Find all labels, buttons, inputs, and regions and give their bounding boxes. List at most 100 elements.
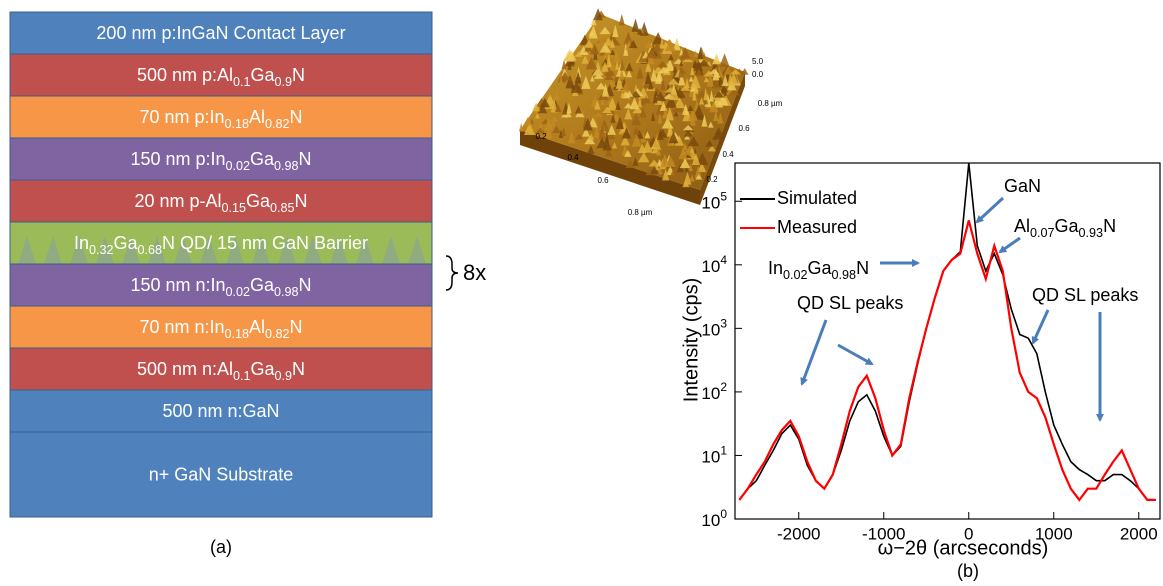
y-tick-label: 105 bbox=[701, 189, 727, 212]
caption-b: (b) bbox=[957, 561, 979, 581]
text-part: N bbox=[295, 191, 308, 211]
subscript: 0.02 bbox=[226, 285, 251, 299]
afm-y-label: 0.4 bbox=[722, 150, 734, 159]
text-part: Ga bbox=[808, 258, 833, 278]
text-part: Ga bbox=[251, 65, 276, 85]
subscript: 0.32 bbox=[89, 243, 114, 257]
text-part: Ga bbox=[251, 359, 276, 379]
afm-x-label: 0.2 bbox=[535, 132, 547, 141]
annotation-arrow bbox=[838, 345, 872, 364]
subscript: 0.85 bbox=[270, 201, 295, 215]
text-part: 70 nm p:In bbox=[139, 107, 224, 127]
text-part: Ga bbox=[1055, 216, 1080, 236]
text-part: 200 nm p:InGaN Contact Layer bbox=[96, 23, 345, 43]
subscript: 0.98 bbox=[274, 285, 299, 299]
y-axis-label: Intensity (cps) bbox=[680, 278, 702, 402]
text-part: Ga bbox=[113, 233, 138, 253]
legend-label: Simulated bbox=[777, 188, 857, 208]
afm-z-label: 0.0 bbox=[752, 70, 764, 79]
text-part: 500 nm p:Al bbox=[137, 65, 233, 85]
text-part: Ga bbox=[246, 191, 271, 211]
subscript: 0.68 bbox=[137, 243, 162, 257]
annotation: GaN bbox=[1004, 176, 1041, 196]
annotation: QD SL peaks bbox=[797, 293, 903, 313]
layer-label: 500 nm n:GaN bbox=[162, 401, 279, 421]
annotation: Al0.07Ga0.93N bbox=[1014, 216, 1116, 241]
repeat-label: 8x bbox=[463, 260, 486, 285]
layer-label: 200 nm p:InGaN Contact Layer bbox=[96, 23, 345, 43]
text-part: QD SL peaks bbox=[1032, 285, 1138, 305]
y-tick-exp: 0 bbox=[720, 507, 727, 521]
subscript: 0.02 bbox=[226, 159, 251, 173]
y-tick-label: 100 bbox=[701, 507, 727, 530]
y-tick-base: 10 bbox=[701, 384, 720, 403]
text-part: 70 nm n:In bbox=[139, 317, 224, 337]
afm-y-label: 0.2 bbox=[706, 175, 718, 184]
y-tick-exp: 3 bbox=[720, 317, 727, 331]
data-line bbox=[739, 163, 1156, 500]
subscript: 0.18 bbox=[225, 117, 250, 131]
x-tick-label: -2000 bbox=[777, 524, 820, 543]
y-tick-exp: 5 bbox=[720, 189, 727, 203]
text-part: In bbox=[768, 258, 783, 278]
subscript: 0.18 bbox=[225, 327, 250, 341]
subscript: 0.02 bbox=[783, 268, 808, 282]
text-part: Al bbox=[249, 107, 265, 127]
y-tick-label: 104 bbox=[701, 253, 727, 276]
brace bbox=[446, 256, 458, 290]
annotation-arrow bbox=[1000, 238, 1020, 252]
text-part: N bbox=[856, 258, 869, 278]
y-tick-base: 10 bbox=[701, 321, 720, 340]
layer-label: n+ GaN Substrate bbox=[149, 464, 294, 484]
x-tick-label: -1000 bbox=[862, 524, 905, 543]
afm-y-label: 0.8 µm bbox=[758, 99, 783, 108]
text-part: 20 nm p-Al bbox=[134, 191, 221, 211]
text-part: N bbox=[299, 149, 312, 169]
afm-peak bbox=[619, 14, 625, 25]
y-tick-base: 10 bbox=[701, 194, 720, 213]
afm-z-label: 5.0 bbox=[752, 57, 764, 66]
y-tick-exp: 1 bbox=[720, 444, 727, 458]
text-part: Ga bbox=[250, 149, 275, 169]
text-part: Ga bbox=[250, 275, 275, 295]
text-part: N QD/ 15 nm GaN Barrier bbox=[162, 233, 368, 253]
text-part: Al bbox=[249, 317, 265, 337]
subscript: 0.9 bbox=[275, 75, 293, 89]
afm-peak bbox=[719, 53, 729, 67]
caption-a: (a) bbox=[210, 537, 232, 557]
text-part: N bbox=[299, 275, 312, 295]
annotation-arrow bbox=[802, 320, 826, 384]
y-tick-base: 10 bbox=[701, 257, 720, 276]
afm-peak bbox=[712, 54, 721, 64]
subscript: 0.93 bbox=[1079, 226, 1104, 240]
afm-x-label: 0.8 µm bbox=[628, 208, 653, 217]
text-part: GaN bbox=[1004, 176, 1041, 196]
text-part: 500 nm n:GaN bbox=[162, 401, 279, 421]
y-tick-exp: 4 bbox=[720, 253, 727, 267]
text-part: N bbox=[1103, 216, 1116, 236]
text-part: N bbox=[292, 65, 305, 85]
y-tick-label: 103 bbox=[701, 317, 727, 340]
data-line bbox=[739, 220, 1156, 500]
y-tick-label: 101 bbox=[701, 444, 727, 467]
text-part: In bbox=[74, 233, 89, 253]
subscript: 0.15 bbox=[222, 201, 247, 215]
figure: (a) ω−2θ (arcseconds) (b) Intensity (cps… bbox=[0, 0, 1163, 586]
subscript: 0.98 bbox=[832, 268, 857, 282]
annotation: QD SL peaks bbox=[1032, 285, 1138, 305]
afm-x-label: 0.4 bbox=[567, 153, 579, 162]
text-part: 150 nm p:In bbox=[130, 149, 225, 169]
y-tick-label: 102 bbox=[701, 380, 727, 403]
text-part: 150 nm n:In bbox=[130, 275, 225, 295]
text-part: Al bbox=[1014, 216, 1030, 236]
afm-y-label: 0.6 bbox=[738, 124, 750, 133]
text-part: N bbox=[290, 317, 303, 337]
x-tick-label: 2000 bbox=[1120, 524, 1158, 543]
y-tick-base: 10 bbox=[701, 448, 720, 467]
legend-label: Measured bbox=[777, 217, 857, 237]
annotation-arrow bbox=[977, 198, 1003, 222]
subscript: 0.1 bbox=[233, 369, 251, 383]
x-tick-label: 0 bbox=[964, 524, 973, 543]
subscript: 0.98 bbox=[274, 159, 299, 173]
y-tick-base: 10 bbox=[701, 511, 720, 530]
